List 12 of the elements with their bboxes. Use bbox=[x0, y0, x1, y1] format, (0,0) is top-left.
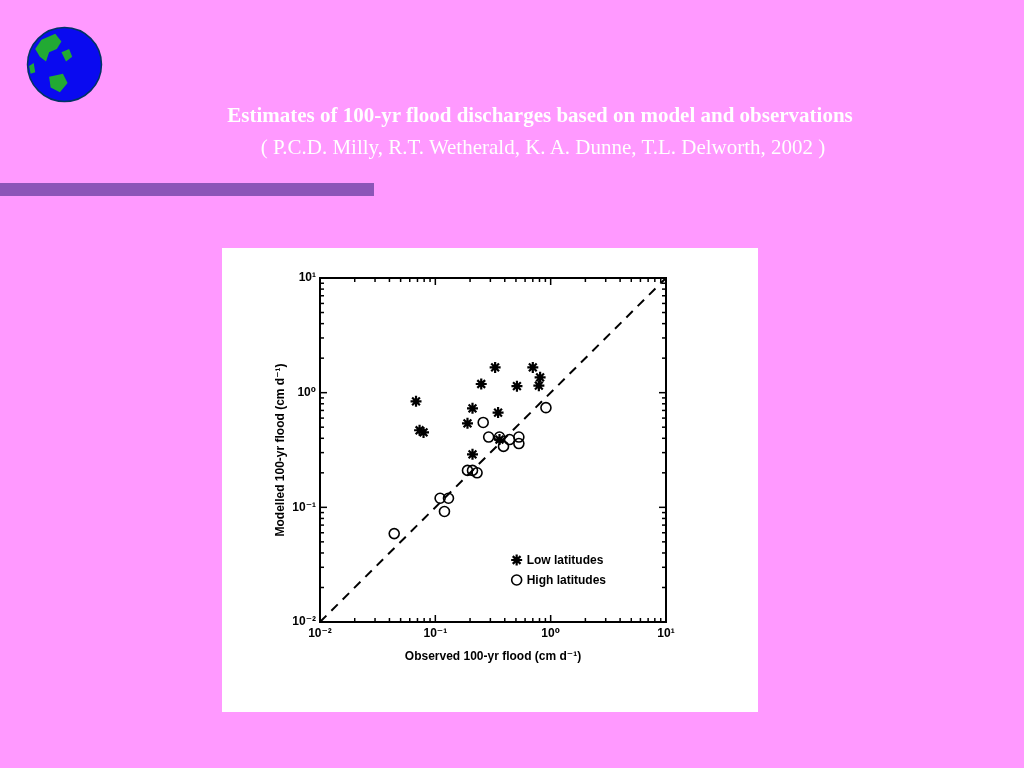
y-axis-title: Modelled 100-yr flood (cm d⁻¹) bbox=[272, 363, 287, 537]
y-tick-label: 10¹ bbox=[298, 270, 316, 285]
x-tick-label: 10⁰ bbox=[541, 625, 560, 640]
x-tick-label: 10¹ bbox=[657, 625, 675, 640]
x-axis-title: Observed 100-yr flood (cm d⁻¹) bbox=[404, 649, 582, 664]
y-tick-label: 10⁰ bbox=[297, 384, 316, 399]
x-tick-label: 10⁻¹ bbox=[423, 625, 448, 640]
legend-label: Low latitudes bbox=[526, 553, 604, 568]
chart-title: Estimates of 100-yr flood discharges based on model and observations bbox=[226, 102, 854, 128]
y-tick-label: 10⁻¹ bbox=[292, 499, 316, 514]
chart-subtitle: ( P.C.D. Milly, R.T. Wetherald, K. A. Dunne, T.L. Delworth, 2002 ) bbox=[259, 134, 827, 160]
legend-label: High latitudes bbox=[526, 573, 607, 588]
